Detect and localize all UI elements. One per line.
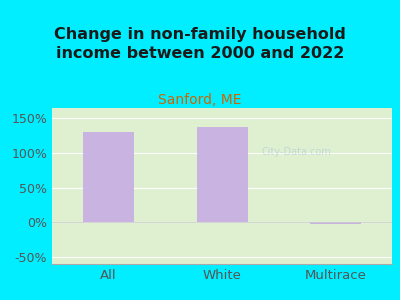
- Text: City-Data.com: City-Data.com: [262, 147, 332, 157]
- Text: Change in non-family household
income between 2000 and 2022: Change in non-family household income be…: [54, 27, 346, 61]
- Text: Sanford, ME: Sanford, ME: [158, 93, 242, 107]
- Bar: [196, 128, 248, 222]
- Bar: [83, 132, 134, 222]
- Bar: [310, 222, 361, 224]
